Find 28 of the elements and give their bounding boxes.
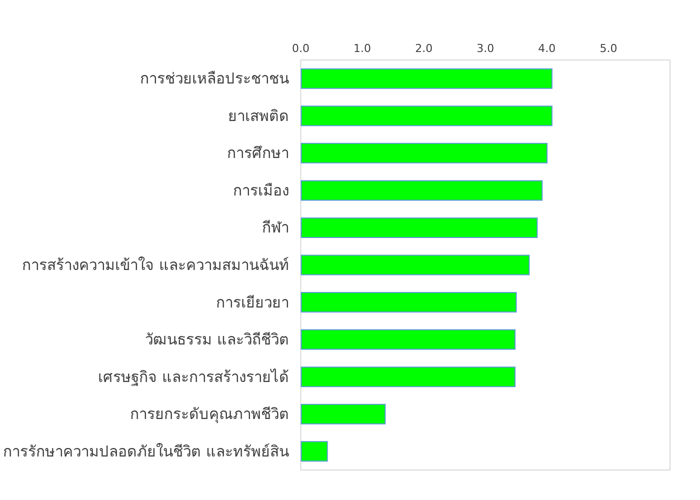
y-tick-label: การรักษาความปลอดภัยในชีวิต และทรัพย์สิน — [2, 442, 289, 460]
bar — [300, 404, 386, 424]
bar — [300, 68, 552, 89]
y-tick-label: การยกระดับคุณภาพชีวิต — [130, 405, 289, 424]
x-tick-label: 3.0 — [476, 42, 494, 55]
y-tick-label: กีฬา — [262, 218, 289, 237]
y-tick-label: วัฒนธรรม และวิถีชีวิต — [144, 330, 289, 349]
x-tick-label: 5.0 — [600, 42, 618, 55]
x-tick-label: 0.0 — [292, 42, 310, 55]
bar — [300, 180, 543, 201]
y-tick-label: การสร้างความเข้าใจ และความสมานฉันท์ — [22, 256, 289, 274]
bar — [300, 106, 552, 126]
y-tick-label: การช่วยเหลือประชาชน — [140, 70, 289, 88]
bar — [300, 254, 530, 276]
x-tick-label: 2.0 — [415, 42, 433, 55]
y-tick-label: เศรษฐกิจ และการสร้างรายได้ — [98, 368, 289, 386]
bar — [300, 329, 516, 350]
x-tick-label: 1.0 — [354, 42, 372, 55]
x-tick-label: 4.0 — [538, 42, 556, 55]
bar — [300, 441, 328, 462]
y-tick-label: การเมือง — [232, 181, 289, 200]
y-tick-label: การเยียวยา — [216, 293, 289, 312]
y-tick-label: การศึกษา — [226, 144, 289, 162]
bar — [300, 142, 548, 164]
bar — [300, 217, 538, 238]
bar — [300, 292, 517, 313]
bar — [300, 366, 516, 388]
y-tick-label: ยาเสพติด — [228, 106, 289, 125]
